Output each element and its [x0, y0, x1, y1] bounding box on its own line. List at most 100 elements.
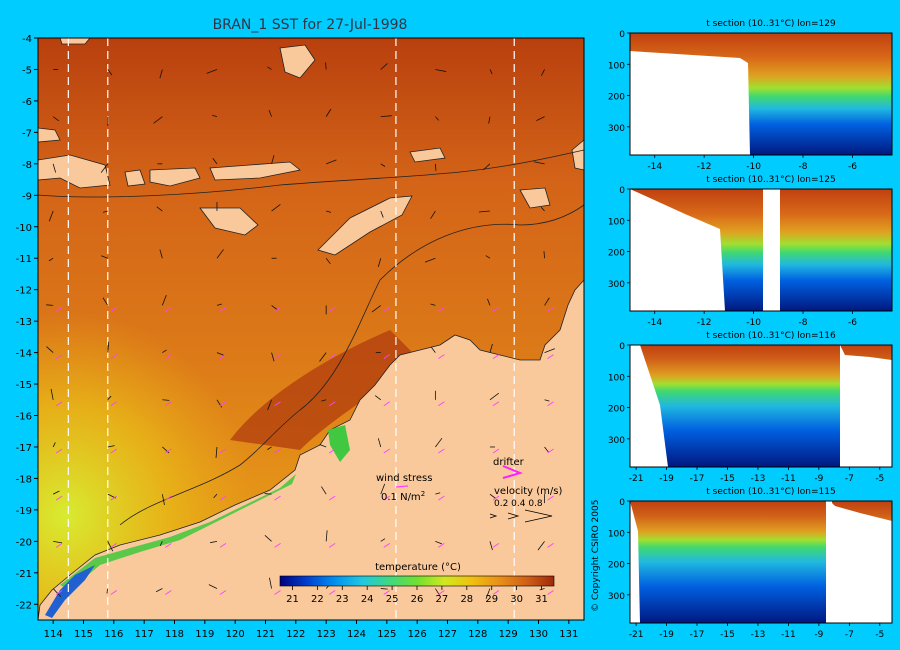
current-vector: [383, 495, 391, 501]
wind-vector: [216, 303, 222, 306]
lat-tick-label: -20: [16, 537, 32, 548]
wind-vector: [434, 163, 437, 171]
lat-tick-label: -9: [22, 191, 32, 202]
current-vector: [328, 354, 336, 359]
wind-vector: [271, 204, 281, 212]
wind-vector: [102, 210, 108, 213]
current-vector: [383, 448, 391, 454]
lon-tick-label: 124: [347, 629, 366, 640]
wind-vector: [435, 437, 443, 448]
current-vector: [547, 542, 554, 548]
wind-vector: [213, 493, 218, 499]
wind-vector: [107, 341, 110, 353]
wind-vector: [544, 297, 550, 306]
section-bottom-mask: [630, 189, 725, 311]
wind-vector: [543, 251, 545, 259]
current-vector: [274, 401, 281, 407]
current-vector: [383, 354, 391, 359]
colorbar-ticks: 21 22 23 24 25 26 27 28 29 30 31: [286, 586, 548, 605]
section-island-gap: [763, 189, 780, 311]
current-vector: [328, 495, 336, 501]
depth-tick-label: 100: [608, 61, 625, 71]
wind-vector: [489, 392, 499, 401]
bathymetry-contour: [119, 204, 585, 526]
current-vector: [55, 354, 63, 359]
lon-tick-label: 127: [438, 629, 457, 640]
colorbar-tick-label: 22: [311, 594, 324, 605]
wind-vector: [478, 210, 491, 213]
lat-tick-label: -10: [746, 318, 761, 328]
wind-vector: [435, 540, 443, 545]
current-vector: [547, 354, 554, 359]
current-vector: [165, 495, 172, 501]
lat-tick-label: -17: [690, 474, 705, 484]
wind-vector: [156, 206, 163, 212]
lon-tick-label: 122: [286, 629, 305, 640]
colorbar-gradient: [279, 575, 555, 587]
wind-vector: [380, 63, 388, 70]
lat-tick-label: -6: [848, 162, 857, 172]
map-legend: wind stress 0.1 N/m2 drifter velocity (m…: [376, 457, 562, 523]
depth-tick-label: 0: [619, 498, 625, 508]
lat-tick-label: -21: [629, 630, 644, 640]
current-vector: [438, 542, 445, 548]
lon-tick-label: 130: [529, 629, 548, 640]
wind-vector: [271, 155, 275, 164]
timor-land: [317, 195, 413, 256]
velocity-scale-arrows-icon: [489, 509, 553, 523]
current-vector: [110, 542, 118, 548]
wind-vector: [216, 249, 224, 259]
lat-tick-label: -17: [690, 630, 705, 640]
current-vector: [110, 448, 118, 454]
wind-vector: [212, 114, 218, 118]
current-vector: [438, 448, 445, 454]
lon-tick-label: 131: [559, 629, 578, 640]
current-vector: [274, 590, 281, 595]
bathymetry-contour-north: [37, 149, 585, 198]
current-vector: [492, 307, 500, 312]
coastal-blue-band: [45, 565, 95, 618]
depth-tick-label: 100: [608, 373, 625, 383]
section-frame: [629, 188, 893, 312]
lat-tick-label: -15: [16, 380, 32, 391]
current-vector: [383, 307, 391, 312]
lat-tick-label: -7: [22, 128, 32, 139]
wind-vector: [377, 258, 382, 267]
depth-tick-label: 200: [608, 561, 625, 571]
wind-vector: [162, 349, 167, 353]
wind-vector: [374, 395, 382, 401]
current-vector: [55, 495, 63, 501]
wind-vector: [483, 163, 491, 171]
wind-vector: [430, 210, 436, 219]
lat-tick-label: -6: [848, 318, 857, 328]
current-vector: [55, 401, 63, 407]
current-vector: [165, 448, 172, 454]
australia-land: [37, 278, 585, 621]
bali-lombok-land: [124, 169, 146, 187]
wind-vector: [155, 588, 163, 593]
depth-sections: t section (10..31°C) lon=129 0 100 200 300 -1…: [608, 19, 893, 640]
lon-tick-label: 123: [317, 629, 336, 640]
wind-vector: [489, 541, 493, 551]
section-title: t section (10..31°C) lon=115: [706, 487, 835, 497]
current-vector: [165, 590, 172, 595]
section-bottom-mask: [630, 33, 750, 155]
current-vector: [492, 401, 500, 407]
current-vector: [328, 448, 336, 454]
wind-vector: [48, 210, 54, 222]
current-vector: [547, 307, 554, 312]
colorbar-tick-label: 25: [386, 594, 399, 605]
current-vector: [438, 590, 445, 595]
lon-tick-label: 120: [226, 629, 245, 640]
lat-tick-label: -5: [22, 65, 32, 76]
wind-vector: [380, 483, 386, 495]
lat-tick-label: -9: [814, 630, 823, 640]
wind-vector: [325, 257, 331, 265]
lat-tick-label: -10: [746, 162, 761, 172]
current-vector: [274, 448, 281, 454]
wind-vector: [52, 588, 61, 597]
wind-vector: [541, 69, 545, 76]
lat-tick-label: -6: [22, 97, 32, 108]
wind-vector: [326, 210, 332, 213]
current-vector: [219, 542, 227, 548]
